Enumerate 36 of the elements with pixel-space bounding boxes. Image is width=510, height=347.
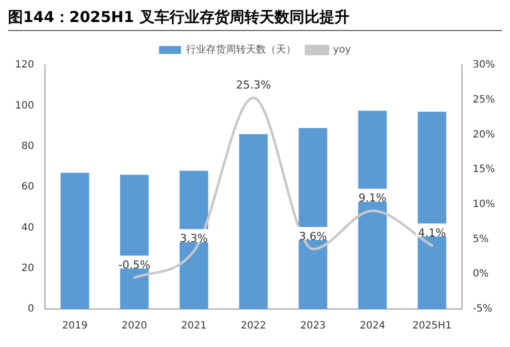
x-tick-label: 2021 [181,320,207,332]
y-tick-label: 20 [21,262,34,274]
chart-title: 图144：2025H1 叉车行业存货周转天数同比提升 [8,8,502,31]
data-label: 3.6% [298,230,327,243]
x-tick-label: 2024 [360,320,386,332]
y2-tick-label: 25% [472,94,496,106]
x-tick-label: 2020 [122,320,148,332]
legend-label: yoy [333,44,352,56]
y2-tick-label: 30% [472,60,496,71]
data-label: 25.3% [236,78,271,92]
y-tick-label: 0 [28,304,34,315]
y2-tick-label: -5% [472,304,492,315]
x-tick-label: 2025H1 [412,320,452,332]
bar [239,134,268,309]
y-tick-label: 120 [14,60,34,71]
bar [298,128,328,309]
bar [60,172,90,309]
y-tick-label: 40 [21,222,34,234]
y-tick-label: 80 [21,140,34,152]
x-tick-label: 2022 [240,320,266,332]
y2-tick-label: 20% [472,129,496,140]
data-label: -0.5% [118,258,150,272]
bar [358,110,387,309]
x-tick-label: 2023 [300,320,326,332]
y2-tick-label: 10% [472,199,496,210]
data-label: 4.1% [418,226,446,240]
y2-tick-label: 5% [472,234,489,245]
y2-tick-label: 0% [472,268,489,280]
data-label: 9.1% [358,192,386,205]
legend-label: 行业存货周转天数（天） [186,44,296,56]
y-tick-label: 100 [14,100,34,112]
x-tick-label: 2019 [62,320,88,332]
data-label: 3.3% [180,232,208,245]
bar [418,112,446,309]
y2-tick-label: 15% [472,164,496,176]
y-tick-label: 60 [21,182,34,193]
